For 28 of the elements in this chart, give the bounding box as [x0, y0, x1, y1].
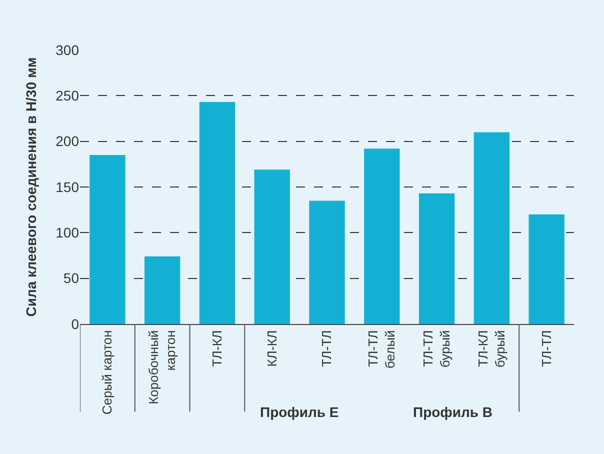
y-tick-label: 100: [56, 224, 80, 241]
x-tick-label: КЛ-КЛ: [264, 330, 280, 367]
bar: [254, 170, 290, 324]
x-tick-label: ТЛ-ТЛ: [319, 330, 334, 367]
y-tick-label: 250: [56, 88, 80, 104]
bar: [364, 148, 400, 324]
bar: [144, 256, 180, 324]
y-tick-label: 200: [56, 133, 80, 150]
bar: [528, 214, 564, 324]
bar: [199, 102, 236, 324]
text: Профиль B: [413, 404, 493, 420]
bar: [309, 200, 345, 324]
x-tick-label: ТЛ-ТЛ бурый: [420, 330, 452, 368]
text: Профиль E: [260, 404, 339, 420]
x-tick-label: Коробочный картон: [146, 330, 178, 404]
y-tick-label: 300: [56, 42, 80, 58]
y-tick-label: 50: [63, 270, 80, 286]
y-tick-label: 0: [71, 316, 80, 332]
x-tick-label: ТЛ-КЛ: [209, 330, 224, 367]
bar: [90, 155, 126, 324]
bar: [418, 193, 455, 324]
x-tick-label: ТЛ-КЛ бурый: [475, 330, 508, 368]
x-tick-label: Серый картон: [100, 330, 115, 415]
x-tick-label: ТЛ-ТЛ белый: [366, 330, 398, 368]
bar: [474, 132, 510, 324]
y-tick-label: 150: [56, 178, 80, 195]
x-tick-label: ТЛ-ТЛ: [538, 330, 554, 367]
y-axis-title: Сила клеевого соединения в Н/30 мм: [23, 57, 40, 317]
